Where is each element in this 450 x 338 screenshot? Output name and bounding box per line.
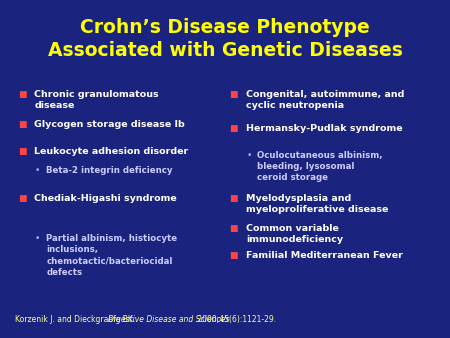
Text: Crohn’s Disease Phenotype
Associated with Genetic Diseases: Crohn’s Disease Phenotype Associated wit… (48, 18, 402, 60)
Text: ■: ■ (230, 251, 238, 260)
Text: Chronic granulomatous
disease: Chronic granulomatous disease (35, 90, 159, 110)
Text: ■: ■ (230, 194, 238, 203)
Text: •: • (35, 234, 40, 243)
Text: Hermansky-Pudlak syndrome: Hermansky-Pudlak syndrome (246, 124, 403, 133)
Text: ■: ■ (18, 120, 26, 129)
Text: Beta-2 integrin deficiency: Beta-2 integrin deficiency (46, 166, 173, 175)
Text: ■: ■ (18, 90, 26, 99)
Text: Partial albinism, histiocyte
inclusions,
chemotactic/bacteriocidal
defects: Partial albinism, histiocyte inclusions,… (46, 234, 177, 277)
Text: •: • (35, 166, 40, 175)
Text: Myelodysplasia and
myeloproliferative disease: Myelodysplasia and myeloproliferative di… (246, 194, 388, 214)
Text: Leukocyte adhesion disorder: Leukocyte adhesion disorder (35, 147, 189, 156)
Text: ■: ■ (18, 147, 26, 156)
Text: Korzenik J. and Dieckgraefe BK.: Korzenik J. and Dieckgraefe BK. (15, 315, 138, 324)
Text: ■: ■ (230, 124, 238, 133)
Text: Congenital, autoimmune, and
cyclic neutropenia: Congenital, autoimmune, and cyclic neutr… (246, 90, 405, 110)
Text: ■: ■ (230, 90, 238, 99)
Text: ■: ■ (230, 224, 238, 233)
Text: •: • (246, 150, 252, 160)
Text: ■: ■ (18, 194, 26, 203)
Text: Glycogen storage disease Ib: Glycogen storage disease Ib (35, 120, 185, 129)
Text: Familial Mediterranean Fever: Familial Mediterranean Fever (246, 251, 403, 260)
Text: Digestive Disease and Sciences: Digestive Disease and Sciences (108, 315, 229, 324)
Text: Common variable
immunodeficiency: Common variable immunodeficiency (246, 224, 343, 244)
Text: 2000;45(6):1121-29.: 2000;45(6):1121-29. (195, 315, 276, 324)
Text: Chediak-Higashi syndrome: Chediak-Higashi syndrome (35, 194, 177, 203)
Text: Oculocutaneous albinism,
bleeding, lysosomal
ceroid storage: Oculocutaneous albinism, bleeding, lysos… (257, 150, 382, 182)
